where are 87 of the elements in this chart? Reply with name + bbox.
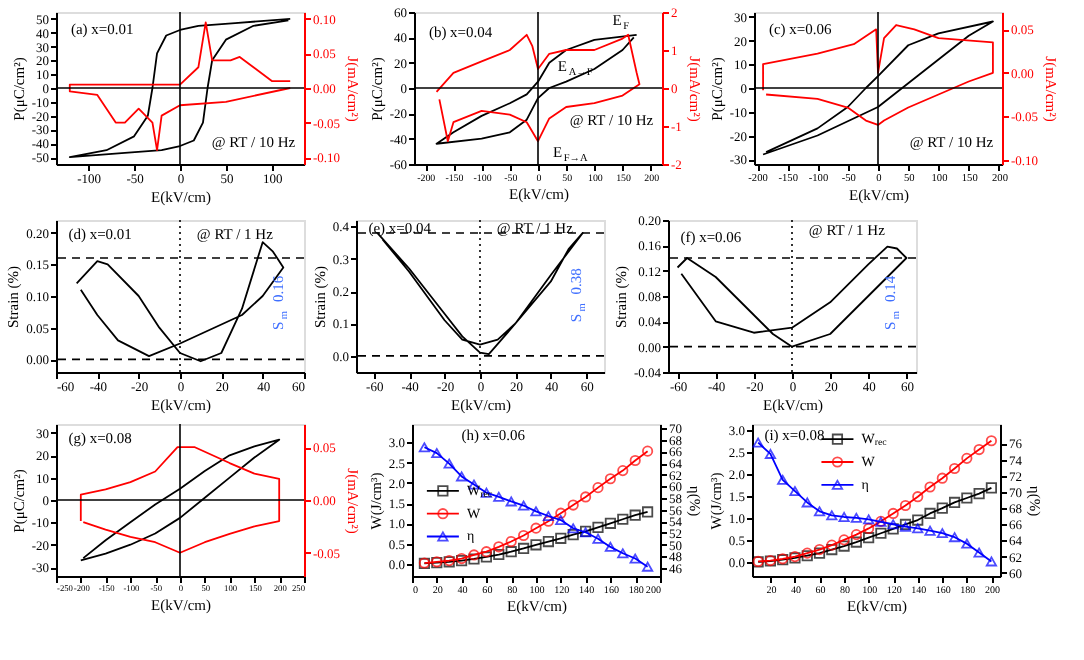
point [456, 471, 468, 482]
point [555, 515, 567, 526]
point [629, 553, 641, 564]
point [530, 539, 542, 551]
point [542, 515, 554, 527]
point [863, 522, 875, 534]
point [518, 500, 530, 511]
point [863, 532, 875, 544]
point [493, 541, 505, 553]
point [961, 538, 973, 549]
point [826, 543, 838, 556]
point [592, 521, 604, 533]
point [912, 514, 924, 526]
point [629, 454, 641, 467]
point [555, 532, 567, 544]
point [801, 497, 813, 508]
point [924, 507, 936, 520]
point [887, 507, 899, 520]
point [973, 547, 985, 558]
point [567, 529, 579, 541]
point [617, 513, 629, 525]
point [580, 491, 592, 503]
point [813, 506, 826, 517]
line-series [762, 24, 994, 126]
point [542, 535, 554, 548]
point [887, 523, 899, 535]
point [567, 523, 579, 534]
point [850, 536, 862, 548]
point [850, 512, 862, 523]
point [604, 473, 616, 485]
point [912, 491, 924, 503]
point [789, 486, 801, 497]
point [924, 525, 936, 536]
point [948, 532, 961, 543]
point [948, 462, 961, 475]
point [418, 442, 430, 453]
point [617, 548, 629, 559]
point [973, 443, 985, 456]
point [592, 482, 604, 494]
point [530, 506, 542, 517]
point [480, 546, 492, 558]
point [961, 452, 973, 464]
point [592, 533, 604, 544]
point [850, 529, 862, 541]
point [924, 481, 936, 493]
point [555, 507, 567, 519]
point [887, 519, 899, 530]
point [961, 492, 973, 504]
point [505, 546, 517, 558]
point [567, 499, 579, 511]
point [505, 496, 517, 507]
point [875, 527, 887, 539]
point [826, 510, 838, 521]
point [985, 556, 997, 567]
point [542, 511, 554, 521]
point [431, 448, 443, 459]
point [826, 539, 838, 551]
point [985, 482, 997, 494]
point [493, 548, 505, 561]
point [838, 512, 850, 522]
point [863, 514, 875, 525]
point [899, 499, 912, 512]
point [604, 517, 616, 529]
point [912, 523, 924, 534]
point [936, 472, 948, 484]
point [480, 551, 492, 563]
point [530, 522, 542, 534]
point [764, 448, 777, 459]
point [629, 509, 641, 521]
point [752, 437, 764, 448]
point [617, 465, 629, 477]
point [604, 541, 616, 552]
point [518, 542, 530, 555]
point [838, 540, 850, 552]
line-series [762, 20, 994, 156]
point [493, 491, 505, 502]
point [642, 506, 654, 518]
point [505, 535, 517, 548]
point [948, 496, 961, 509]
point [518, 529, 530, 542]
point [936, 502, 948, 514]
point [443, 458, 455, 469]
point [777, 474, 789, 485]
point [936, 528, 948, 539]
point [642, 561, 654, 572]
point [838, 534, 850, 546]
point [973, 488, 985, 500]
